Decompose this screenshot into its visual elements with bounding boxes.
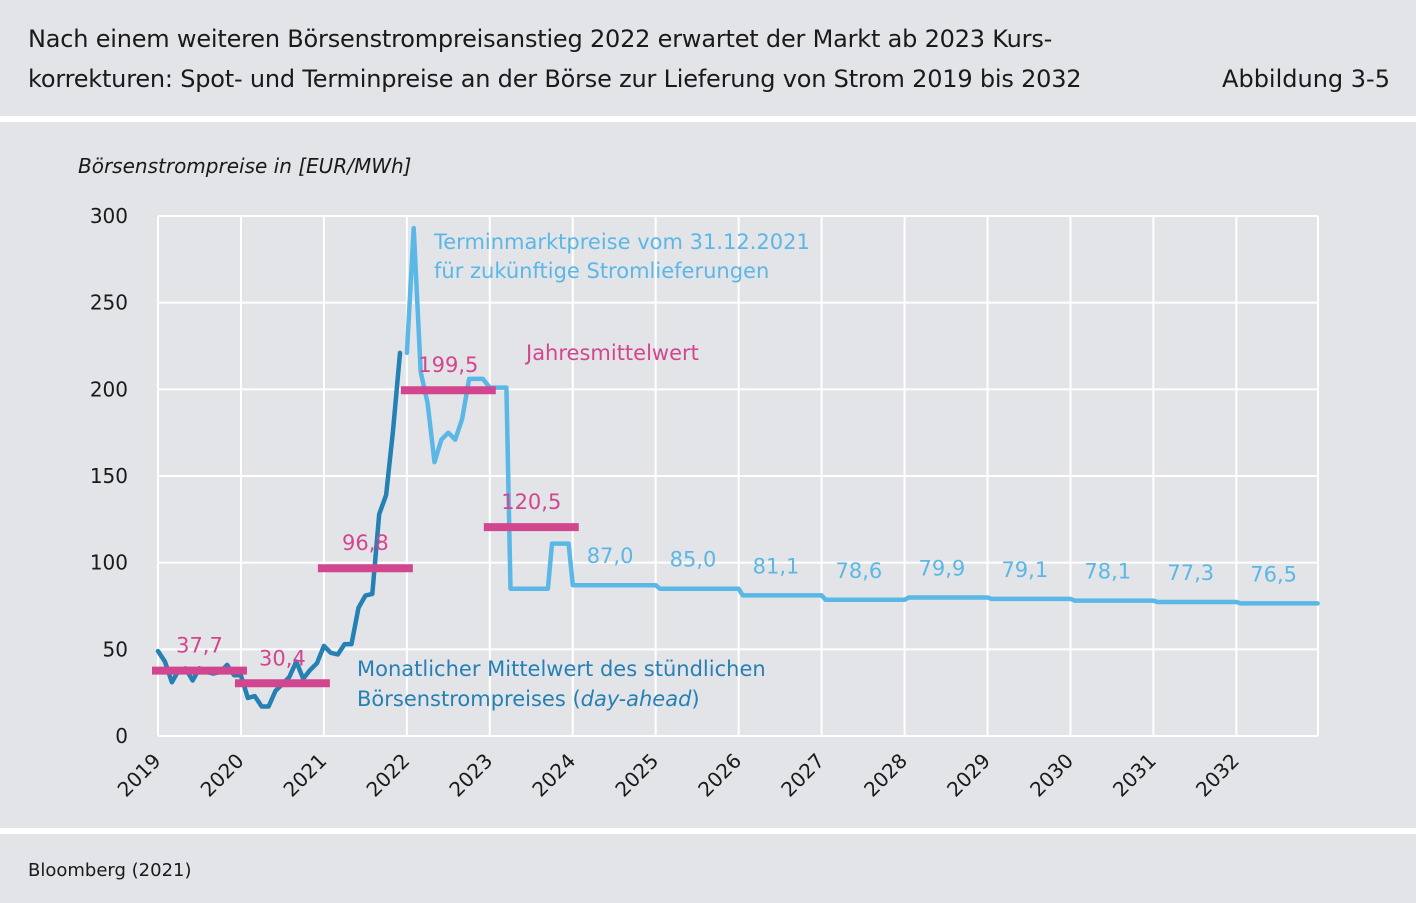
x-tick-label-2023: 2023 (444, 749, 497, 802)
forward-value-label-2031: 77,3 (1167, 561, 1214, 585)
annual-mean-annotation: Jahresmittelwert (524, 341, 699, 365)
forward-value-label-2025: 85,0 (670, 548, 717, 572)
annual-mean-label-2022: 199,5 (418, 353, 478, 377)
annual-mean-label-2019: 37,7 (176, 634, 223, 658)
grid (157, 215, 1319, 737)
annual-mean-label-2023: 120,5 (501, 490, 561, 514)
forward-annotation-line-1: Terminmarktpreise vom 31.12.2021 (433, 230, 810, 254)
forward-annotation-line-2: für zukünftige Stromlieferungen (434, 259, 769, 283)
spot-annotation-line-1: Monatlicher Mittelwert des stündlichen (357, 657, 766, 681)
y-tick-label-0: 0 (115, 724, 128, 748)
y-tick-label-200: 200 (90, 377, 128, 401)
x-tick-label-2019: 2019 (113, 749, 166, 802)
x-tick-label-2020: 2020 (196, 749, 249, 802)
spot-annotation-line-2: Börsenstrompreises (day-ahead) (357, 687, 700, 711)
forward-value-label-2030: 78,1 (1084, 560, 1131, 584)
annotations: Terminmarktpreise vom 31.12.2021 für zukü… (357, 230, 810, 711)
annual-mean-label-2020: 30,4 (259, 646, 306, 670)
y-tick-label-250: 250 (90, 291, 128, 315)
forward-value-label-2027: 78,6 (836, 559, 883, 583)
x-tick-label-2029: 2029 (942, 749, 995, 802)
forward-value-label-2024: 87,0 (587, 544, 634, 568)
footer-panel: Bloomberg (2021) (0, 834, 1416, 903)
plot-panel: 0 50 100 150 200 250 300 2019 2020 2021 2022 2023 20… (0, 122, 1416, 828)
y-axis-label: Börsenstrompreise in [EUR/MWh] (78, 154, 411, 178)
x-tick-label-2027: 2027 (776, 749, 829, 802)
x-tick-label-2030: 2030 (1025, 749, 1078, 802)
forward-value-label-2029: 79,1 (1001, 558, 1048, 582)
figure-label: Abbildung 3-5 (1222, 65, 1390, 93)
y-tick-label-100: 100 (90, 551, 128, 575)
x-tick-label-2021: 2021 (278, 749, 331, 802)
x-tick-label-2031: 2031 (1108, 749, 1161, 802)
annual-mean-label-2021: 96,8 (342, 531, 389, 555)
chart-title-line-2: korrekturen: Spot- und Terminpreise an d… (28, 65, 1082, 93)
data-labels: 37,7 30,4 96,8 199,5 120,5 87,0 85,0 81,1 78,6 79… (176, 353, 1297, 670)
header-panel: Nach einem weiteren Börsenstrompreisanst… (0, 0, 1416, 116)
x-tick-label-2025: 2025 (610, 749, 663, 802)
forward-value-label-2026: 81,1 (753, 554, 800, 578)
forward-value-label-2032: 76,5 (1250, 562, 1297, 586)
x-tick-label-2022: 2022 (361, 749, 414, 802)
y-tick-label-150: 150 (90, 464, 128, 488)
forward-value-label-2028: 79,9 (918, 557, 965, 581)
y-tick-label-50: 50 (103, 637, 128, 661)
chart-title-line-1: Nach einem weiteren Börsenstrompreisanst… (28, 25, 1053, 53)
x-tick-label-2026: 2026 (693, 749, 746, 802)
x-tick-label-2028: 2028 (859, 749, 912, 802)
source-note: Bloomberg (2021) (28, 860, 192, 881)
x-tick-label-2032: 2032 (1191, 749, 1244, 802)
y-tick-label-300: 300 (90, 204, 128, 228)
x-tick-label-2024: 2024 (527, 749, 580, 802)
forward-price-line (404, 225, 1320, 606)
annual-means (152, 386, 579, 688)
price-chart: 0 50 100 150 200 250 300 2019 2020 2021 2022 2023 20… (78, 154, 1320, 802)
